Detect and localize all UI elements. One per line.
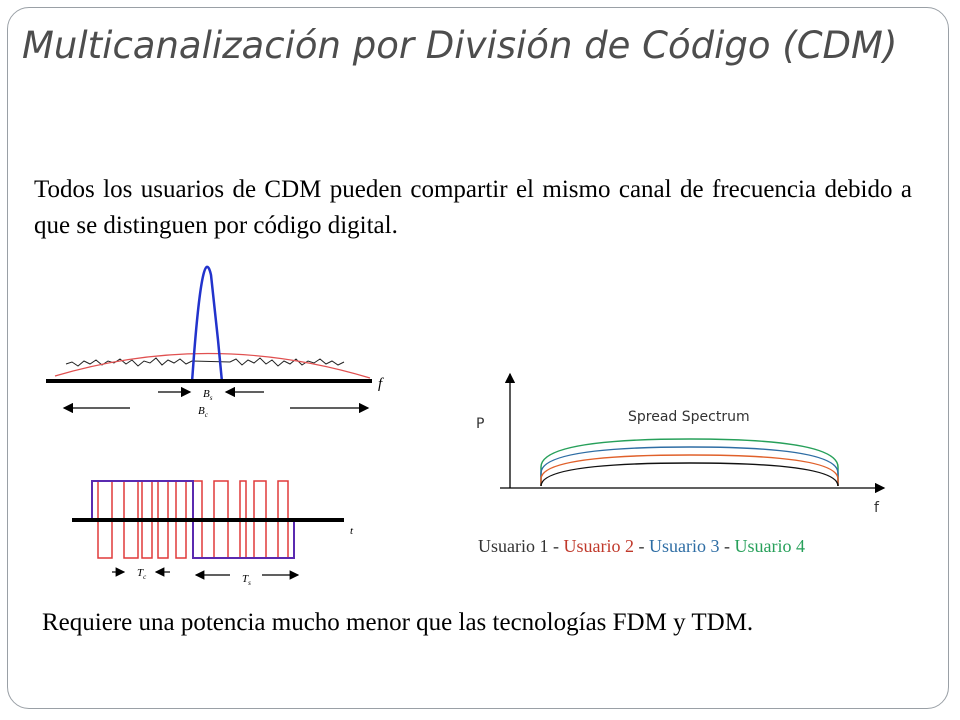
legend-separator: - — [548, 536, 564, 556]
legend-user-4: Usuario 4 — [734, 536, 806, 556]
legend-user-3: Usuario 3 — [649, 536, 720, 556]
legend-separator: - — [719, 536, 735, 556]
outro-paragraph: Requiere una potencia mucho menor que la… — [42, 609, 754, 636]
slide-title: Multicanalización por División de Código… — [22, 24, 898, 67]
user-legend: Usuario 1 - Usuario 2 - Usuario 3 - Usua… — [478, 536, 805, 557]
intro-paragraph: Todos los usuarios de CDM pueden compart… — [34, 176, 912, 239]
legend-user-2: Usuario 2 — [563, 536, 635, 556]
legend-user-1: Usuario 1 — [478, 536, 549, 556]
legend-separator: - — [634, 536, 649, 556]
